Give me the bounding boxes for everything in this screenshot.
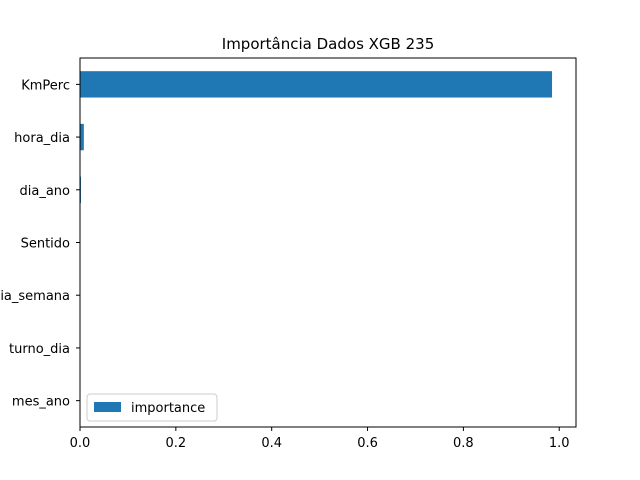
- y-tick-label: Sentido: [21, 237, 70, 252]
- x-axis: 0.0 0.2 0.4 0.6 0.8 1.0: [70, 427, 570, 451]
- plot-frame: [79, 57, 577, 428]
- y-tick-label: mes_ano: [12, 395, 70, 410]
- bars: [80, 71, 553, 414]
- legend-box: [86, 393, 218, 422]
- bar-hora_dia: [80, 123, 84, 151]
- y-tick-label: hora_dia: [14, 131, 70, 146]
- x-tick-label: 0.8: [453, 436, 474, 451]
- legend: importance: [86, 393, 218, 422]
- y-axis: KmPerc hora_dia dia_ano Sentido dia_semanatu…: [0, 78, 80, 410]
- x-tick-label: 0.4: [261, 436, 282, 451]
- legend-label: importance: [131, 401, 205, 416]
- x-tick-label: 0.2: [166, 436, 187, 451]
- x-tick-label: 1.0: [549, 436, 570, 451]
- legend-swatch: [94, 402, 121, 412]
- y-tick-label: dia_ano: [20, 184, 71, 199]
- x-tick-label: 0.0: [70, 436, 91, 451]
- x-tick-label: 0.6: [357, 436, 378, 451]
- y-tick-label: KmPerc: [21, 78, 70, 93]
- y-tick-label: turno_dia: [9, 342, 70, 357]
- chart-title: Importância Dados XGB 235: [222, 35, 434, 53]
- bar-KmPerc: [80, 71, 553, 98]
- y-tick-label: dia_semana: [0, 289, 70, 304]
